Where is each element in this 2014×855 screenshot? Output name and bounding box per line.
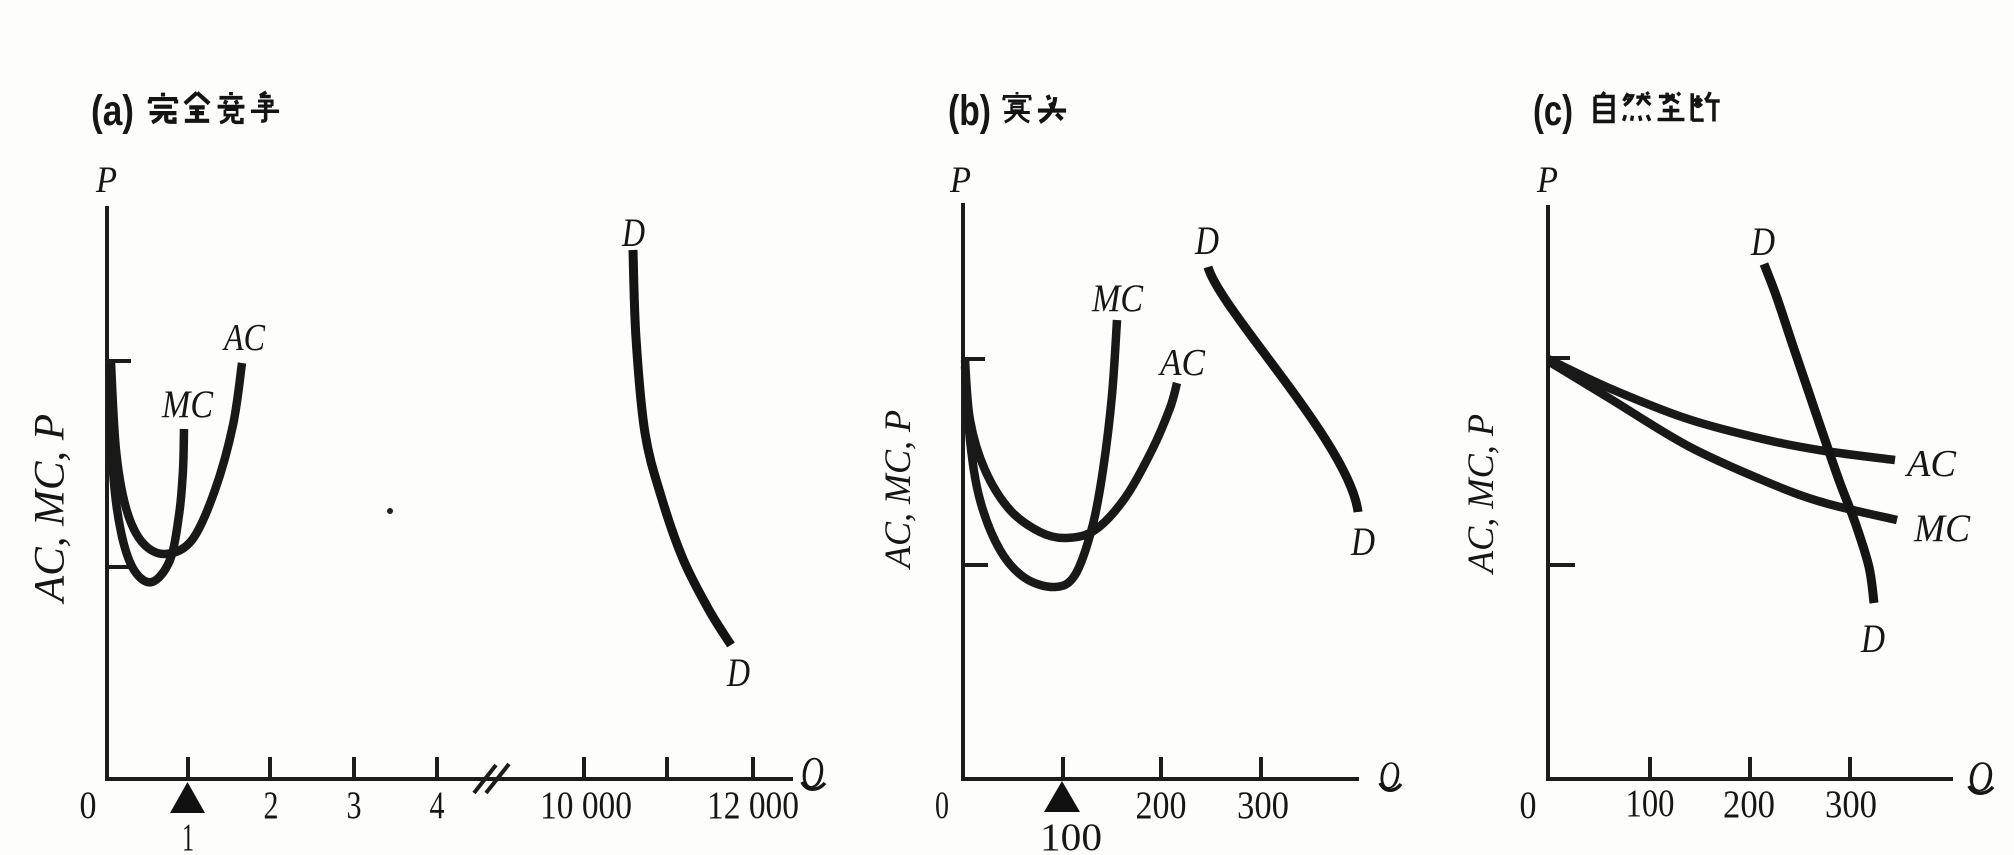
svg-text:0: 0 bbox=[935, 784, 949, 827]
svg-text:O: O bbox=[801, 748, 824, 797]
svg-text:D: D bbox=[1194, 218, 1219, 263]
svg-text:AC, MC, P: AC, MC, P bbox=[1461, 414, 1502, 576]
svg-text:AC, MC, P: AC, MC, P bbox=[27, 414, 74, 605]
svg-text:4: 4 bbox=[430, 784, 445, 827]
svg-text:200: 200 bbox=[1723, 783, 1775, 826]
svg-text:3: 3 bbox=[347, 784, 362, 827]
svg-text:1: 1 bbox=[182, 816, 194, 855]
svg-text:AC: AC bbox=[221, 317, 265, 359]
svg-text:12 000: 12 000 bbox=[707, 784, 799, 827]
svg-text:P: P bbox=[949, 160, 971, 201]
svg-text:(c): (c) bbox=[1533, 87, 1573, 135]
svg-text:2: 2 bbox=[264, 784, 279, 827]
svg-text:200: 200 bbox=[1136, 784, 1187, 827]
svg-text:D: D bbox=[1350, 519, 1375, 564]
svg-text:D: D bbox=[726, 650, 750, 695]
svg-text:0: 0 bbox=[1520, 784, 1537, 827]
svg-text:MC: MC bbox=[1913, 507, 1971, 550]
svg-text:100: 100 bbox=[1040, 816, 1102, 855]
svg-text:D: D bbox=[1860, 616, 1885, 661]
svg-text:AC: AC bbox=[1157, 342, 1205, 384]
svg-text:100: 100 bbox=[1626, 782, 1675, 825]
svg-text:D: D bbox=[1750, 219, 1775, 264]
svg-text:300: 300 bbox=[1237, 784, 1289, 827]
svg-text:MC: MC bbox=[1091, 277, 1144, 320]
svg-text:300: 300 bbox=[1825, 783, 1877, 826]
svg-text:P: P bbox=[95, 160, 117, 201]
svg-text:(a): (a) bbox=[91, 87, 134, 135]
svg-text:MC: MC bbox=[161, 383, 214, 426]
svg-text:AC, MC, P: AC, MC, P bbox=[878, 410, 919, 571]
svg-text:10 000: 10 000 bbox=[540, 784, 632, 827]
svg-text:(b): (b) bbox=[948, 87, 991, 135]
svg-text:P: P bbox=[1536, 160, 1558, 201]
svg-text:D: D bbox=[621, 210, 645, 255]
svg-text:0: 0 bbox=[80, 784, 97, 827]
svg-text:AC: AC bbox=[1904, 443, 1957, 485]
